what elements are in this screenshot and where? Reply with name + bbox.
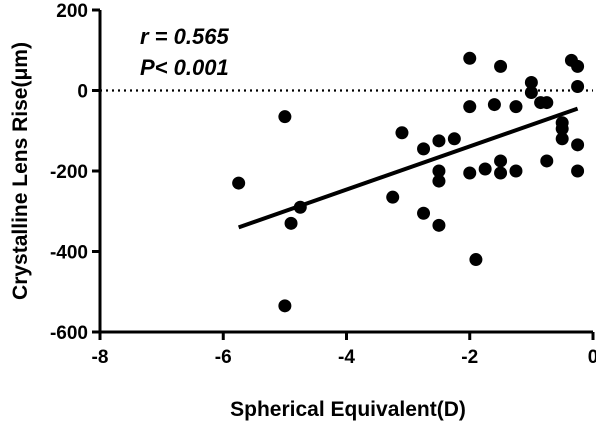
y-axis-label: Crystalline Lens Rise(μm) [9, 42, 32, 300]
data-point [571, 138, 585, 152]
data-point [571, 79, 585, 93]
data-point [463, 51, 477, 65]
data-point [487, 98, 501, 112]
x-tick-label: -8 [92, 347, 109, 368]
x-tick-label: -6 [215, 347, 232, 368]
data-point [509, 164, 523, 178]
y-tick-label: 0 [77, 82, 88, 103]
y-tick-label: -400 [50, 243, 88, 264]
data-point [571, 164, 585, 178]
regression-line [237, 106, 579, 230]
x-tick-label: 0 [588, 347, 596, 368]
data-point [494, 59, 508, 73]
data-point [463, 100, 477, 114]
data-point [469, 253, 483, 267]
data-point [293, 200, 307, 214]
x-axis-label: Spherical Equivalent(D) [230, 398, 466, 421]
data-point [417, 142, 431, 156]
data-point [524, 86, 538, 100]
y-tick-label: -600 [50, 323, 88, 344]
data-point [555, 132, 569, 146]
data-point [494, 154, 508, 168]
data-point [386, 190, 400, 204]
data-point [417, 206, 431, 220]
data-point [432, 134, 446, 148]
data-point [540, 96, 554, 110]
data-point [278, 299, 292, 313]
y-tick-label: -200 [50, 162, 88, 183]
data-point [232, 176, 246, 190]
data-point [571, 59, 585, 73]
y-tick-label: 200 [56, 1, 88, 22]
data-point [284, 216, 298, 230]
data-point [463, 166, 477, 180]
data-point [524, 75, 538, 89]
correlation-annotation: r = 0.565 [140, 24, 229, 49]
x-tick-label: -2 [461, 347, 478, 368]
data-point [494, 166, 508, 180]
data-point [509, 100, 523, 114]
data-point [447, 132, 461, 146]
data-point [432, 218, 446, 232]
data-point [395, 126, 409, 140]
p-value-annotation: P< 0.001 [140, 55, 229, 80]
x-tick-label: -4 [338, 347, 355, 368]
data-point [432, 174, 446, 188]
data-point [555, 122, 569, 136]
data-point [478, 162, 492, 176]
data-point [432, 164, 446, 178]
data-point [540, 154, 554, 168]
plot-marks: -600 -400 -200 0 200 -8 -6 -4 -2 0 [50, 1, 596, 368]
data-point [278, 110, 292, 124]
